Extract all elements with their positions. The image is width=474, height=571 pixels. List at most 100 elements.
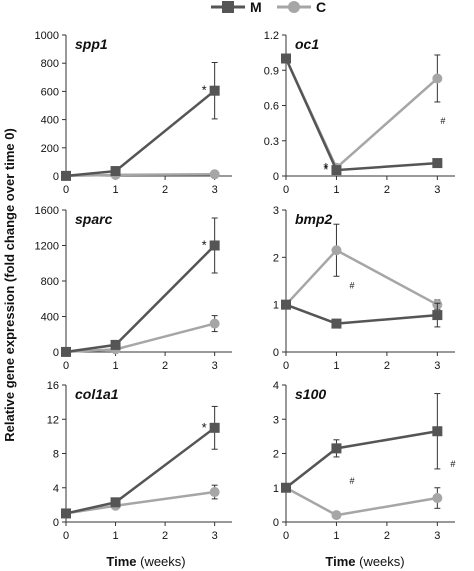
y-tick-label: 1 <box>273 483 279 495</box>
y-tick-label: 0 <box>273 171 279 183</box>
data-point-m <box>209 85 220 96</box>
y-tick-label: 600 <box>41 86 59 98</box>
data-point-c <box>331 245 342 256</box>
x-tick-label: 0 <box>283 360 289 372</box>
data-point-m <box>110 497 121 508</box>
y-tick-label: 0 <box>273 517 279 529</box>
data-point-m <box>209 422 220 433</box>
y-tick-label: 800 <box>41 276 59 288</box>
data-point-c <box>432 73 443 84</box>
y-tick-label: 200 <box>41 143 59 155</box>
x-axis-label-bold: Time <box>325 554 355 569</box>
significance-star: * <box>202 420 207 435</box>
significance-star: * <box>202 238 207 253</box>
panel-title: oc1 <box>295 36 319 52</box>
y-tick-label: 0.3 <box>264 136 279 148</box>
panel-title: bmp2 <box>295 211 333 227</box>
data-point-m <box>331 318 342 329</box>
panel-title: col1a1 <box>75 386 119 402</box>
data-point-m <box>110 166 121 177</box>
x-tick-label: 2 <box>162 530 168 542</box>
y-tick-label: 3 <box>273 414 279 426</box>
y-tick-label: 800 <box>41 58 59 70</box>
y-tick-label: 8 <box>53 449 59 461</box>
data-point-c <box>432 493 443 504</box>
x-axis-label-unit: (weeks) <box>359 554 405 569</box>
y-tick-label: 2 <box>273 449 279 461</box>
significance-hash: # <box>440 116 445 126</box>
series-line-m <box>284 57 438 172</box>
data-point-m <box>432 158 443 169</box>
x-axis-label-right: Time (weeks) <box>325 554 404 569</box>
x-tick-label: 3 <box>434 530 440 542</box>
x-tick-label: 0 <box>63 360 69 372</box>
x-tick-label: 1 <box>333 530 339 542</box>
data-point-m <box>281 482 291 493</box>
significance-hash: # <box>450 459 455 469</box>
significance-star: * <box>323 162 328 177</box>
x-tick-label: 3 <box>434 360 440 372</box>
y-axis-label: Relative gene expression (fold change ov… <box>2 128 17 442</box>
x-tick-label: 2 <box>384 184 390 196</box>
y-tick-label: 1 <box>273 300 279 312</box>
y-tick-label: 400 <box>41 312 59 324</box>
x-tick-label: 1 <box>112 184 118 196</box>
panel-bmp2: 0 1 2 3 0 1 2 3 bmp2 # <box>273 205 455 372</box>
y-tick-label: 2 <box>273 252 279 264</box>
series-line-m <box>65 244 216 354</box>
data-point-m <box>110 339 121 350</box>
y-tick-label: 0.9 <box>264 65 279 77</box>
panel-sparc: 0 400 800 1200 1600 0 1 2 3 sparc * <box>35 205 232 372</box>
data-point-m <box>432 426 443 437</box>
data-point-m <box>331 165 342 176</box>
x-axis-label-left: Time (weeks) <box>106 554 185 569</box>
data-point-m <box>432 310 443 321</box>
data-point-c <box>209 487 220 498</box>
legend: M C <box>211 0 326 15</box>
y-tick-label: 1.2 <box>264 30 279 42</box>
legend-label-m: M <box>250 0 262 15</box>
panel-title: spp1 <box>75 36 108 52</box>
x-tick-label: 2 <box>384 530 390 542</box>
panel-s100: 0 1 2 3 4 0 1 2 3 s100 # # <box>273 380 456 542</box>
legend-label-c: C <box>316 0 326 15</box>
x-tick-label: 0 <box>283 530 289 542</box>
y-tick-label: 4 <box>273 380 279 392</box>
x-tick-label: 3 <box>212 184 218 196</box>
data-point-c <box>209 169 220 180</box>
x-tick-label: 1 <box>333 360 339 372</box>
panel-title: sparc <box>75 211 113 227</box>
y-tick-label: 1200 <box>35 241 59 253</box>
series-line-c <box>65 490 215 515</box>
x-tick-label: 1 <box>333 184 339 196</box>
x-tick-label: 3 <box>212 530 218 542</box>
data-point-m <box>61 346 71 357</box>
x-tick-label: 0 <box>283 184 289 196</box>
significance-hash: # <box>350 281 355 291</box>
series-line-m <box>285 430 438 489</box>
y-tick-label: 1000 <box>35 30 59 42</box>
significance-star: * <box>202 83 207 98</box>
data-point-m <box>331 443 342 454</box>
data-point-m <box>209 240 220 251</box>
x-tick-label: 2 <box>162 360 168 372</box>
x-axis-label-unit: (weeks) <box>140 554 186 569</box>
data-point-m <box>281 299 291 310</box>
legend-item-m: M <box>211 0 262 15</box>
legend-marker-m <box>222 1 234 13</box>
data-point-m <box>61 170 71 181</box>
panel-spp1: 0 200 400 600 800 1000 0 1 2 3 spp1 * <box>35 30 232 196</box>
x-tick-label: 0 <box>63 184 69 196</box>
series-line-c <box>285 486 438 517</box>
x-axis-label-bold: Time <box>106 554 136 569</box>
y-tick-label: 0 <box>273 347 279 359</box>
y-tick-label: 3 <box>273 205 279 217</box>
x-tick-label: 1 <box>112 530 118 542</box>
y-tick-label: 1600 <box>35 205 59 217</box>
x-tick-label: 3 <box>434 184 440 196</box>
y-tick-label: 12 <box>47 414 59 426</box>
